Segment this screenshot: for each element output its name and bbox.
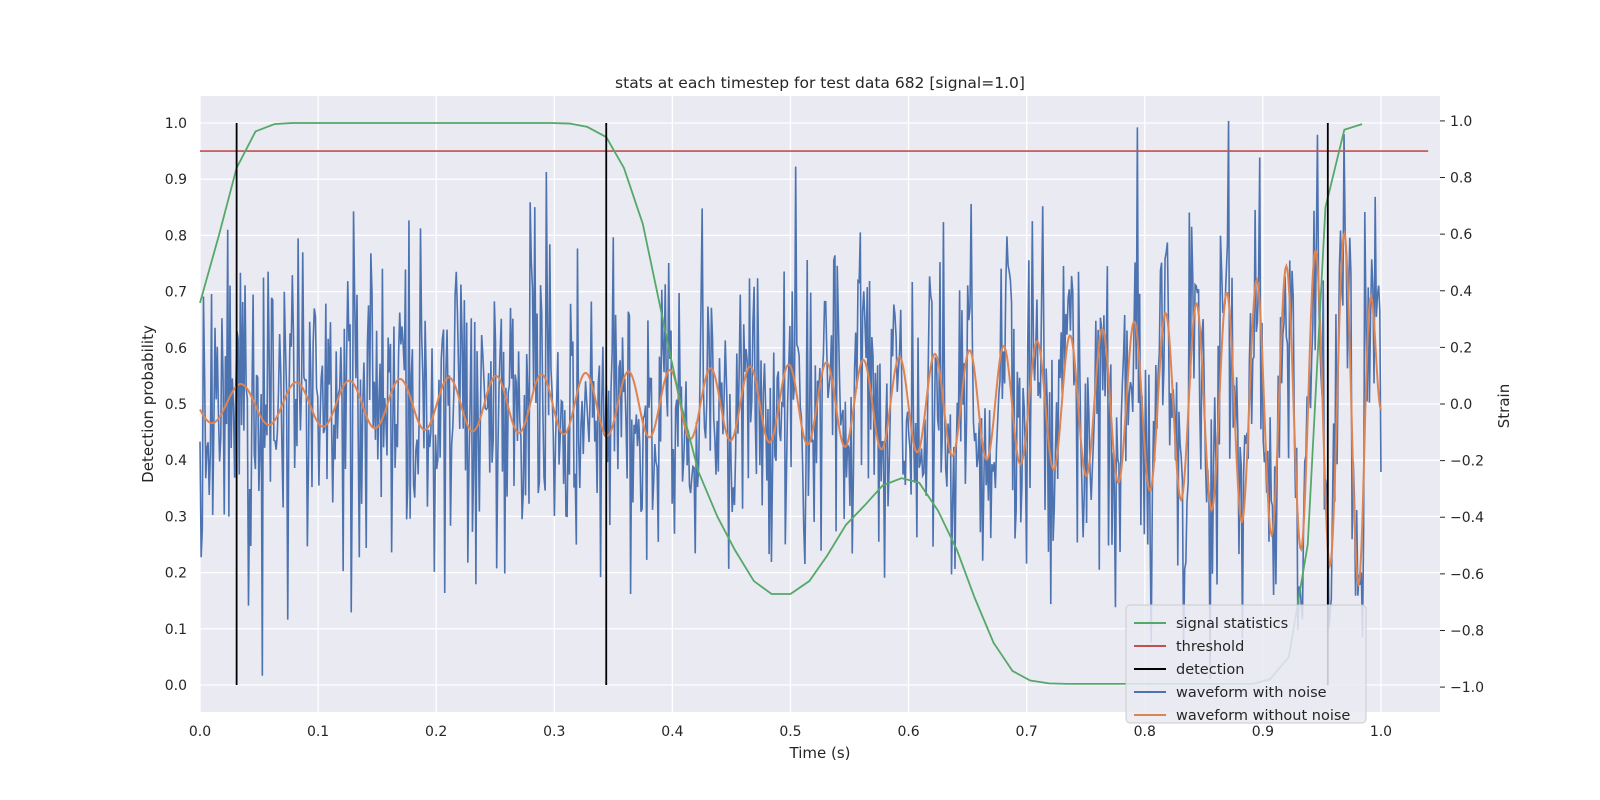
y-tick-label-left: 0.2 xyxy=(165,566,187,582)
y-tick-label-right: 0.4 xyxy=(1450,284,1472,300)
ticks: 0.0 0.1 0.2 0.3 0.4 0.5 0.6 0.7 0.8 0.9 1.0 0.0 0.1 0… xyxy=(165,114,1484,740)
x-tick-label: 0.0 xyxy=(189,724,211,740)
legend-label: detection xyxy=(1176,662,1244,678)
legend-label: threshold xyxy=(1176,639,1244,655)
x-tick-label: 0.1 xyxy=(307,724,329,740)
x-axis-label: Time (s) xyxy=(789,744,851,762)
legend-label: waveform with noise xyxy=(1176,685,1327,701)
legend: signal statistics threshold detection wavef… xyxy=(1125,604,1367,724)
y-tick-label-left: 0.0 xyxy=(165,678,187,694)
x-tick-label: 0.3 xyxy=(543,724,565,740)
y-tick-label-left: 0.3 xyxy=(165,509,187,525)
y-tick-label-left: 0.6 xyxy=(165,341,187,357)
y-tick-label-left: 0.9 xyxy=(165,172,187,188)
y-tick-label-right: −0.2 xyxy=(1450,454,1484,470)
legend-label: waveform without noise xyxy=(1176,708,1350,724)
x-tick-label: 0.6 xyxy=(897,724,919,740)
y-tick-label-right: 0.0 xyxy=(1450,397,1472,413)
chart-title: stats at each timestep for test data 682… xyxy=(615,74,1025,92)
x-tick-label: 0.4 xyxy=(661,724,683,740)
legend-box xyxy=(1125,604,1367,724)
y-tick-label-right: 1.0 xyxy=(1450,114,1472,130)
x-tick-label: 1.0 xyxy=(1370,724,1392,740)
y-tick-label-left: 0.8 xyxy=(165,228,187,244)
y-tick-label-left: 0.1 xyxy=(165,622,187,638)
y-tick-label-left: 1.0 xyxy=(165,116,187,132)
x-tick-label: 0.9 xyxy=(1252,724,1274,740)
y-tick-label-right: −0.6 xyxy=(1450,567,1484,583)
y-tick-label-left: 0.7 xyxy=(165,285,187,301)
x-tick-label: 0.2 xyxy=(425,724,447,740)
series-waveform-without-noise xyxy=(199,230,1382,588)
y-axis-label-right: Strain xyxy=(1495,384,1513,428)
x-tick-label: 0.5 xyxy=(779,724,801,740)
x-tick-label: 0.7 xyxy=(1016,724,1038,740)
y-tick-label-left: 0.5 xyxy=(165,397,187,413)
legend-label: signal statistics xyxy=(1176,616,1288,632)
y-tick-label-right: −0.4 xyxy=(1450,510,1484,526)
y-tick-label-left: 0.4 xyxy=(165,453,187,469)
x-tick-label: 0.8 xyxy=(1134,724,1156,740)
y-tick-label-right: 0.8 xyxy=(1450,171,1472,187)
y-axis-label-left: Detection probability xyxy=(139,325,157,483)
y-tick-label-right: −1.0 xyxy=(1450,680,1484,696)
y-tick-label-right: 0.6 xyxy=(1450,227,1472,243)
y-tick-label-right: 0.2 xyxy=(1450,340,1472,356)
y-tick-label-right: −0.8 xyxy=(1450,623,1484,639)
